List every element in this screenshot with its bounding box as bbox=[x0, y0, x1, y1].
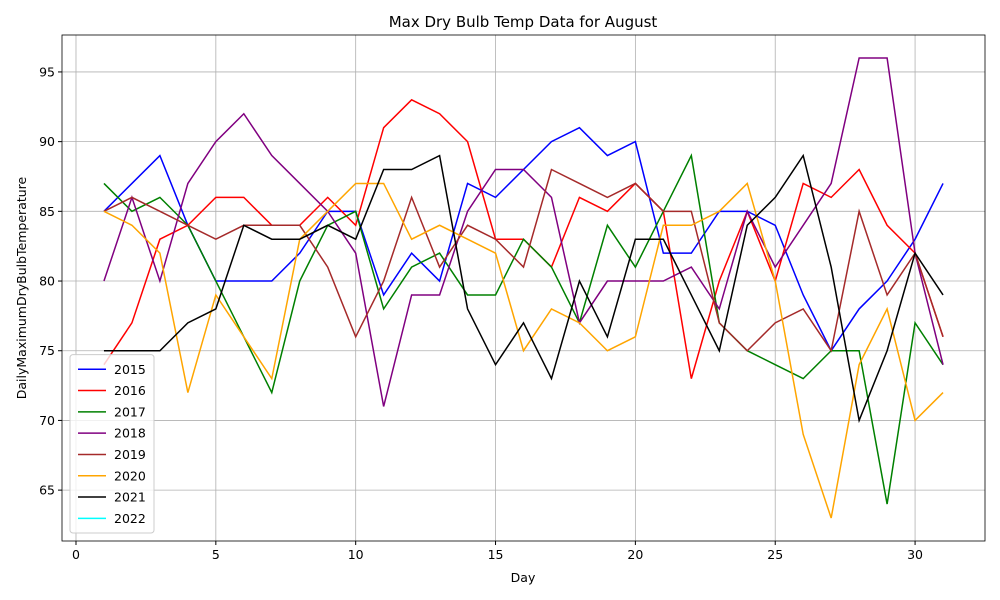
x-tick-label: 15 bbox=[488, 547, 504, 562]
y-tick-label: 95 bbox=[39, 64, 55, 79]
y-tick-label: 75 bbox=[39, 343, 55, 358]
x-tick-label: 25 bbox=[767, 547, 783, 562]
x-tick-label: 20 bbox=[627, 547, 643, 562]
legend-label: 2020 bbox=[114, 468, 146, 483]
legend-label: 2022 bbox=[114, 511, 146, 526]
legend-label: 2017 bbox=[114, 404, 146, 419]
x-axis-label: Day bbox=[511, 570, 536, 585]
line-series bbox=[103, 57, 944, 407]
legend-label: 2018 bbox=[114, 426, 146, 441]
legend-label: 2019 bbox=[114, 447, 146, 462]
line-series bbox=[103, 182, 944, 519]
x-tick-label: 30 bbox=[907, 547, 923, 562]
legend-label: 2016 bbox=[114, 383, 146, 398]
legend-label: 2015 bbox=[114, 362, 146, 377]
y-axis-label: DailyMaximumDryBulbTemperature bbox=[14, 176, 29, 399]
line-series bbox=[103, 153, 944, 424]
legend-label: 2021 bbox=[114, 490, 146, 505]
y-tick-label: 65 bbox=[39, 483, 55, 498]
legend: 2015 2016 2017 2018 2019 2020 2021 2022 bbox=[69, 354, 155, 534]
y-tick-label: 80 bbox=[39, 274, 55, 289]
y-tick-label: 70 bbox=[39, 413, 55, 428]
legend-box bbox=[69, 354, 155, 534]
x-tick-label: 5 bbox=[212, 547, 220, 562]
plot-frame bbox=[61, 34, 986, 542]
y-tick-label: 85 bbox=[39, 204, 55, 219]
x-tick-label: 10 bbox=[348, 547, 364, 562]
y-tick-label: 90 bbox=[39, 134, 55, 149]
x-tick-label: 0 bbox=[72, 547, 80, 562]
chart-title: Max Dry Bulb Temp Data for August bbox=[389, 13, 658, 31]
